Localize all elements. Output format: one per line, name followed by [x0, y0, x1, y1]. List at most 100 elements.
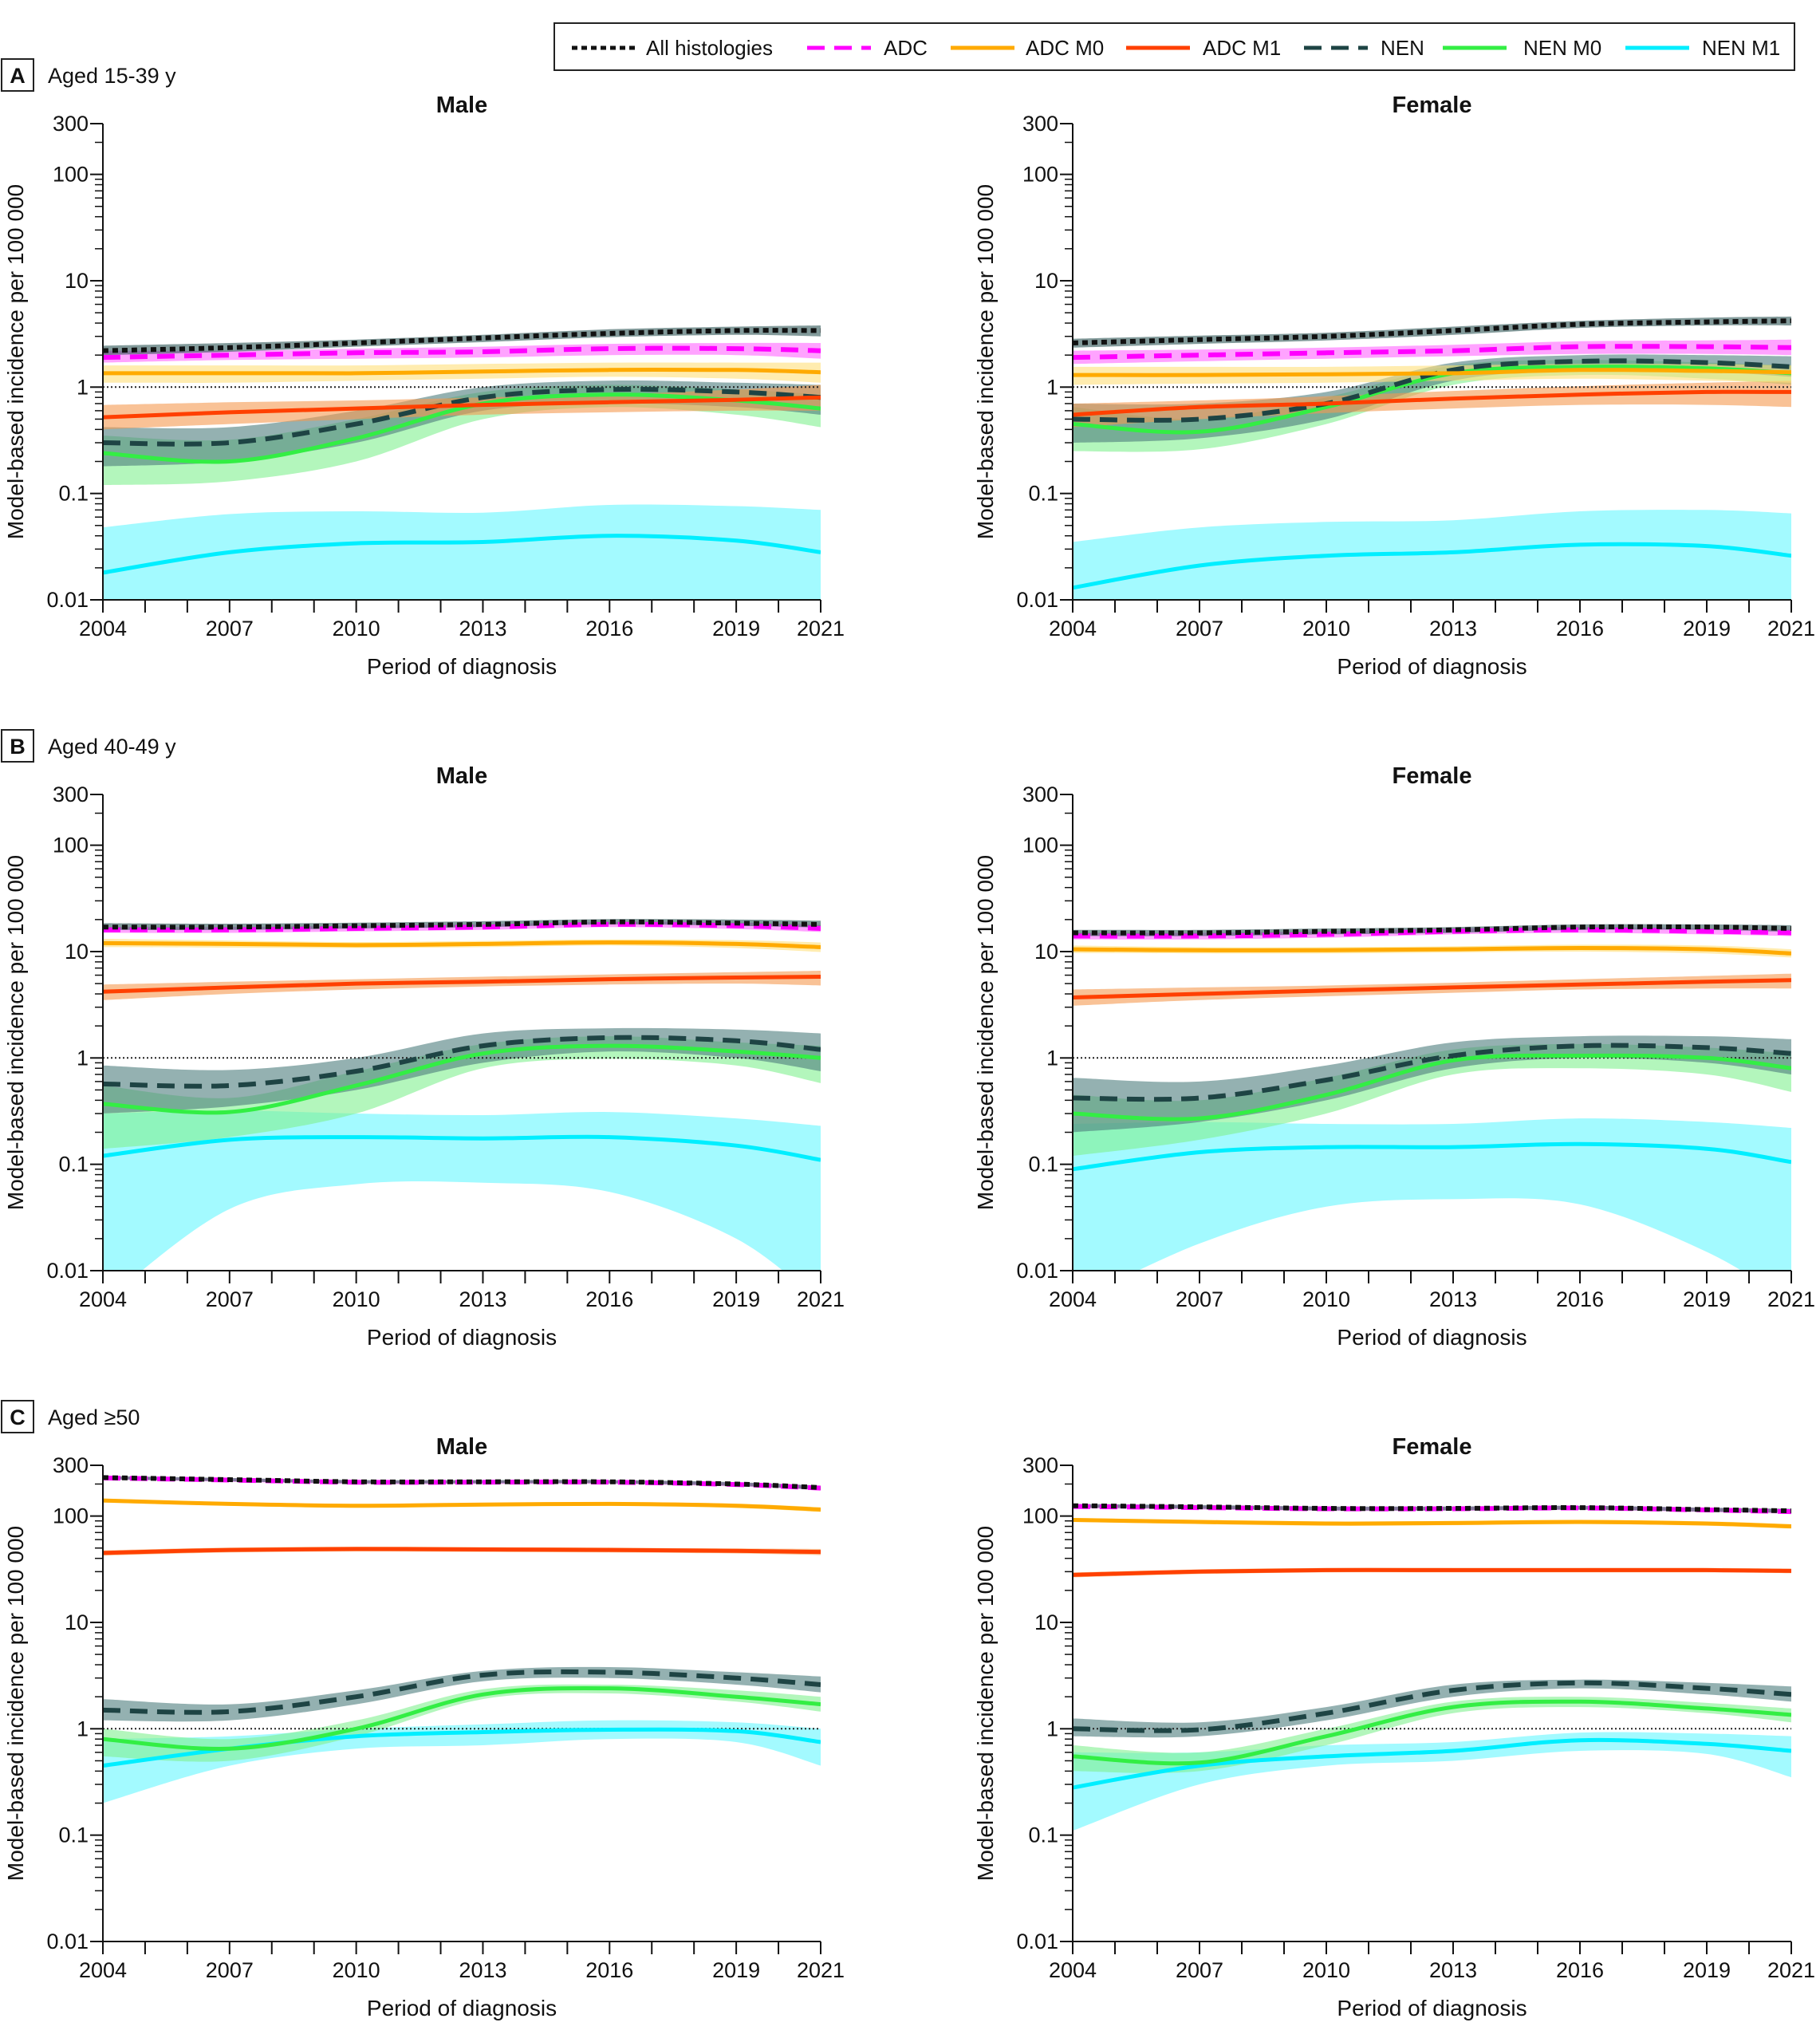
x-tick-label: 2004 [1049, 1958, 1097, 1982]
series-line-adc_m1 [103, 395, 821, 420]
legend: All histologies ADC ADC M0 ADC M1 NEN NEN M0 N… [553, 22, 1795, 71]
legend-label: NEN M0 [1523, 36, 1601, 60]
x-tick-label: 2010 [333, 1287, 380, 1311]
panel-label-box [1, 58, 34, 92]
series-line-nen [103, 1669, 821, 1715]
y-tick-label: 1 [1046, 375, 1058, 399]
ci-band-nen_m0 [1073, 1043, 1791, 1157]
ci-band-nen_m1 [1073, 1732, 1791, 1831]
series-line-adc_m1 [1073, 978, 1791, 1000]
series-line-nen_m1 [103, 1134, 821, 1162]
legend-item-adc_m1: ADC M1 [1126, 36, 1281, 60]
series-line-adc_m1 [1073, 389, 1791, 417]
x-tick-label: 2021 [797, 1958, 845, 1982]
panel-C-male: C Aged ≥50 Male 0.01 0.1 1 10 100 300 2004 2007 201… [1, 1400, 845, 2020]
plot-area [1073, 316, 1791, 600]
y-tick-label: 1 [77, 1717, 89, 1740]
y-tick-label: 300 [1022, 112, 1058, 136]
y-tick-label: 0.1 [58, 1153, 89, 1177]
panel-title: Female [1393, 93, 1472, 118]
x-tick-label: 2004 [1049, 1287, 1097, 1311]
x-tick-label: 2021 [1767, 617, 1815, 641]
y-tick-label: 100 [53, 163, 89, 187]
y-tick-label: 10 [65, 269, 89, 293]
y-tick-label: 10 [65, 1610, 89, 1634]
y-tick-label: 300 [53, 783, 89, 806]
panel-B-female: Female 0.01 0.1 1 10 100 300 2004 2007 2010 2013 20… [973, 763, 1815, 1350]
y-tick-label: 300 [1022, 1453, 1058, 1477]
ci-band-nen [1073, 354, 1791, 443]
ci-band-nen_m0 [103, 1036, 821, 1149]
x-tick-label: 2007 [1176, 617, 1223, 641]
x-tick-label: 2019 [712, 617, 760, 641]
y-tick-label: 300 [53, 1453, 89, 1477]
series-line-nen [103, 1035, 821, 1089]
plot-area [103, 919, 821, 1271]
x-axis-label: Period of diagnosis [1337, 1996, 1527, 2020]
panel-title: Male [436, 763, 487, 789]
x-tick-label: 2007 [1176, 1958, 1223, 1982]
x-tick-label: 2010 [333, 1958, 380, 1982]
series-line-nen_m0 [1073, 1699, 1791, 1766]
legend-item-nen_m1: NEN M1 [1625, 36, 1780, 60]
series-line-adc_m0 [103, 940, 821, 949]
y-tick-label: 10 [1034, 269, 1058, 293]
y-tick-label: 0.1 [58, 482, 89, 506]
x-tick-label: 2004 [79, 617, 127, 641]
series-line-adc [103, 921, 821, 932]
y-tick-label: 0.1 [1028, 1153, 1058, 1177]
series-line-adc_m0 [1073, 1517, 1791, 1528]
series-line-adc_m0 [1073, 945, 1791, 956]
series-line-all [103, 1475, 821, 1490]
panel-title: Male [436, 1434, 487, 1460]
legend-label: ADC [884, 36, 928, 60]
series-line-adc_m0 [1073, 368, 1791, 377]
x-tick-label: 2004 [79, 1287, 127, 1311]
x-tick-label: 2007 [206, 617, 254, 641]
x-tick-label: 2019 [1683, 1287, 1731, 1311]
x-tick-label: 2019 [712, 1958, 760, 1982]
plot-area [1073, 924, 1791, 1271]
panel-label-box [1, 729, 34, 763]
ci-band-nen_m1 [1073, 1118, 1791, 1271]
series-line-nen_m0 [103, 1685, 821, 1752]
x-tick-label: 2013 [459, 1287, 506, 1311]
series-line-nen_m1 [1073, 1737, 1791, 1790]
series-line-all [103, 328, 821, 353]
series-line-nen [103, 387, 821, 447]
legend-item-all: All histologies [572, 36, 773, 60]
x-tick-label: 2007 [206, 1287, 254, 1311]
x-tick-label: 2016 [585, 1287, 633, 1311]
y-axis-label: Model-based incidence per 100 000 [973, 855, 998, 1210]
x-tick-label: 2019 [712, 1287, 760, 1311]
x-tick-label: 2013 [459, 617, 506, 641]
y-tick-label: 100 [53, 834, 89, 857]
ci-band-nen_m0 [103, 384, 821, 486]
y-tick-label: 100 [1022, 834, 1058, 857]
x-tick-label: 2007 [1176, 1287, 1223, 1311]
y-tick-label: 1 [1046, 1046, 1058, 1070]
y-tick-label: 100 [53, 1504, 89, 1528]
y-tick-label: 0.01 [46, 588, 89, 612]
legend-label: ADC M0 [1026, 36, 1104, 60]
age-group-label: Aged 40-49 y [48, 735, 176, 759]
x-tick-label: 2016 [1556, 617, 1604, 641]
y-tick-label: 1 [1046, 1717, 1058, 1740]
x-tick-label: 2004 [1049, 617, 1097, 641]
panel-title: Female [1393, 763, 1472, 789]
x-tick-label: 2013 [1429, 1287, 1477, 1311]
plot-area [103, 1475, 821, 1804]
panel-letter: C [10, 1405, 26, 1429]
x-tick-label: 2016 [585, 617, 633, 641]
panel-C-female: Female 0.01 0.1 1 10 100 300 2004 2007 2010 2013 20… [973, 1434, 1815, 2020]
series-line-adc [1073, 1504, 1791, 1515]
x-tick-label: 2010 [1302, 1958, 1350, 1982]
series-line-adc_m1 [1073, 1567, 1791, 1577]
y-tick-label: 300 [1022, 783, 1058, 806]
legend-label: ADC M1 [1203, 36, 1281, 60]
legend-label: NEN M1 [1702, 36, 1780, 60]
x-axis-label: Period of diagnosis [1337, 1325, 1527, 1350]
x-tick-label: 2007 [206, 1958, 254, 1982]
x-tick-label: 2004 [79, 1958, 127, 1982]
